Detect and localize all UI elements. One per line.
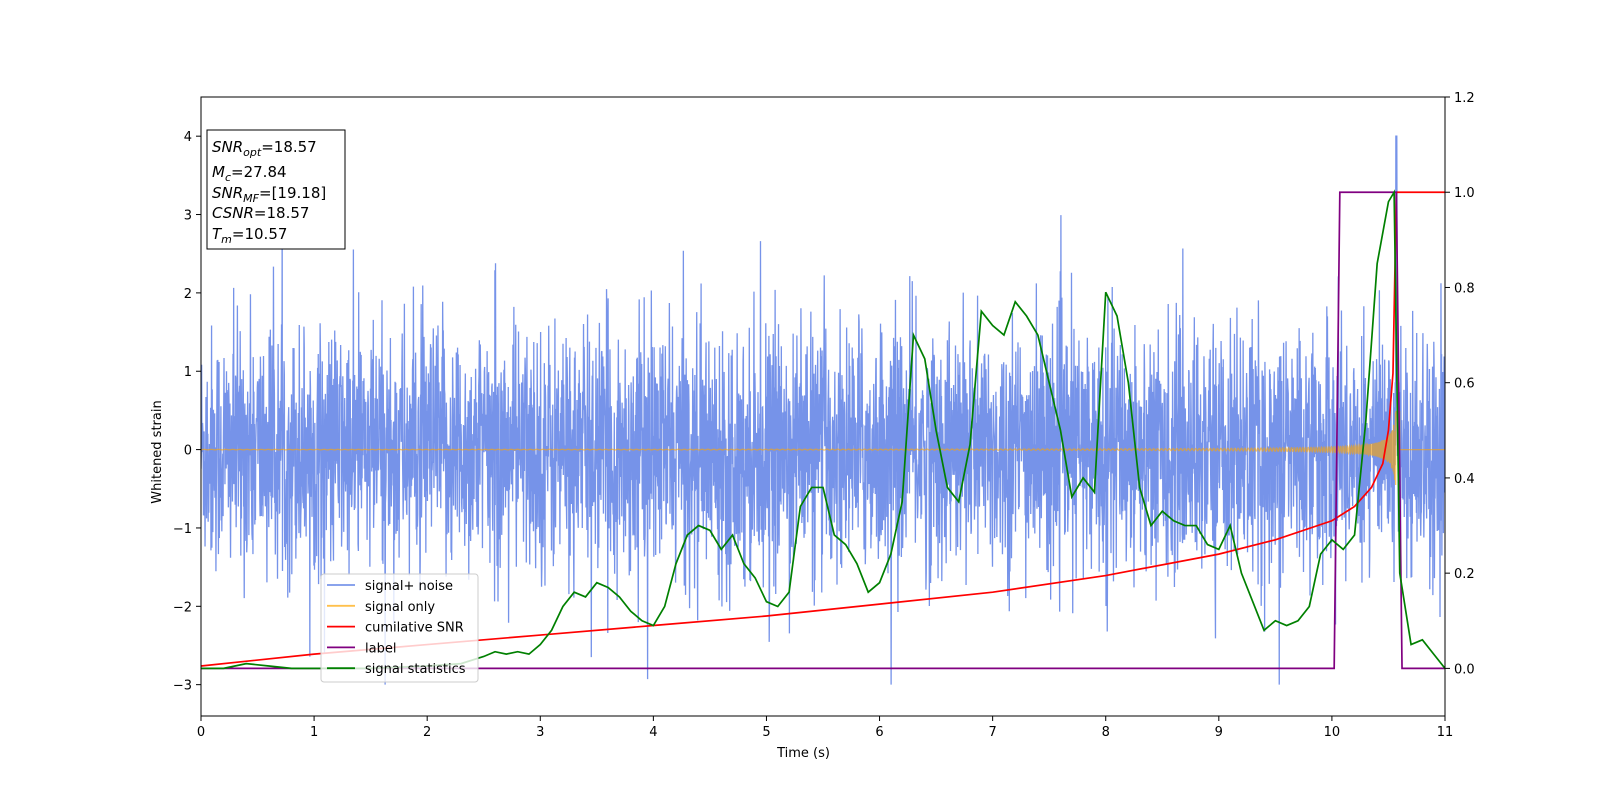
x-tick-label: 9 bbox=[1215, 725, 1223, 740]
info-line: SNRopt=18.57 bbox=[212, 138, 317, 159]
x-tick-label: 10 bbox=[1324, 725, 1341, 740]
info-box: SNRopt=18.57 Mc=27.84SNRMF=[19.18]CSNR=18… bbox=[206, 129, 346, 250]
x-tick-label: 6 bbox=[875, 725, 883, 740]
legend-label: signal statistics bbox=[365, 662, 466, 677]
x-tick-label: 8 bbox=[1102, 725, 1110, 740]
y-tick-label: 0 bbox=[184, 444, 192, 459]
legend-label: signal only bbox=[365, 600, 435, 615]
series-cumulative-snr bbox=[201, 191, 1445, 667]
x-tick-label: 4 bbox=[649, 725, 657, 740]
plot-area bbox=[201, 135, 1445, 685]
x-axis-label: Time (s) bbox=[776, 746, 830, 761]
series-signal-only bbox=[201, 410, 1445, 485]
y2-tick-label: 0.4 bbox=[1454, 472, 1475, 487]
y-tick-label: 2 bbox=[184, 287, 192, 302]
info-line: Mc=27.84 bbox=[212, 163, 287, 184]
y-tick-label: 3 bbox=[184, 209, 192, 224]
axes: 0 1 2 3 4 5 6 7 8 9 10 11 −3 −2 −1 0 1 2 3 4 0.0 0.2 0.4 0.6 0.8… bbox=[173, 91, 1475, 740]
y-tick-label: −2 bbox=[173, 600, 192, 615]
x-tick-label: 3 bbox=[536, 725, 544, 740]
series-label bbox=[201, 191, 1445, 670]
legend-label: signal+ noise bbox=[365, 579, 453, 594]
series-signal-noise bbox=[201, 135, 1445, 685]
info-line: SNRMF=[19.18] bbox=[212, 184, 326, 205]
series-signal-statistics bbox=[201, 189, 1445, 670]
legend-label: cumilative SNR bbox=[365, 621, 464, 636]
x-tick-label: 1 bbox=[310, 725, 318, 740]
info-box-frame bbox=[206, 129, 346, 250]
legend-label: label bbox=[365, 641, 396, 656]
y2-tick-label: 1.0 bbox=[1454, 186, 1475, 201]
legend: signal+ noise signal only cumilative SNR la… bbox=[320, 573, 479, 683]
plot-frame bbox=[200, 96, 1446, 717]
x-tick-label: 0 bbox=[197, 725, 205, 740]
y-tick-label: −3 bbox=[173, 679, 192, 694]
legend-frame bbox=[320, 573, 479, 683]
y-tick-label: 4 bbox=[184, 130, 192, 145]
y2-tick-label: 0.6 bbox=[1454, 377, 1475, 392]
y2-tick-label: 0.2 bbox=[1454, 567, 1475, 582]
y-tick-label: 1 bbox=[184, 365, 192, 380]
y-tick-label: −1 bbox=[173, 522, 192, 537]
x-tick-label: 5 bbox=[762, 725, 770, 740]
x-tick-label: 2 bbox=[423, 725, 431, 740]
y2-tick-label: 1.2 bbox=[1454, 91, 1475, 106]
y2-tick-label: 0.8 bbox=[1454, 281, 1475, 296]
y-axis-label: Whitened strain bbox=[150, 400, 165, 503]
x-tick-label: 11 bbox=[1437, 725, 1454, 740]
x-tick-label: 7 bbox=[988, 725, 996, 740]
info-line: Tm=10.57 bbox=[212, 225, 287, 246]
y2-tick-label: 0.0 bbox=[1454, 662, 1475, 677]
info-line: CSNR=18.57 bbox=[212, 204, 309, 222]
